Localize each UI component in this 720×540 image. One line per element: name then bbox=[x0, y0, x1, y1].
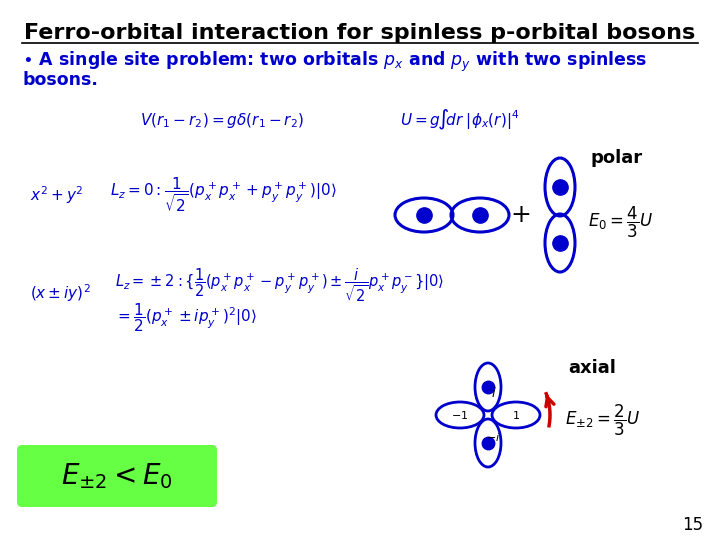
Text: polar: polar bbox=[590, 149, 642, 167]
Text: $E_{\pm2}<E_0$: $E_{\pm2}<E_0$ bbox=[61, 461, 173, 491]
Text: $=\dfrac{1}{2}(p_x^+\pm ip_y^+)^2|0\rangle$: $=\dfrac{1}{2}(p_x^+\pm ip_y^+)^2|0\rang… bbox=[115, 302, 257, 334]
Text: $(x\pm iy)^2$: $(x\pm iy)^2$ bbox=[30, 282, 91, 304]
Text: $U=g\!\int\!dr\;|\phi_x(r)|^4$: $U=g\!\int\!dr\;|\phi_x(r)|^4$ bbox=[400, 108, 519, 132]
Text: $x^2+y^2$: $x^2+y^2$ bbox=[30, 184, 84, 206]
Text: $1$: $1$ bbox=[512, 409, 520, 421]
Text: bosons.: bosons. bbox=[22, 71, 98, 89]
Text: $E_0=\dfrac{4}{3}U$: $E_0=\dfrac{4}{3}U$ bbox=[588, 205, 653, 240]
Text: $L_z=0:\dfrac{1}{\sqrt{2}}(p_x^+p_x^++p_y^+p_y^+)|0\rangle$: $L_z=0:\dfrac{1}{\sqrt{2}}(p_x^+p_x^++p_… bbox=[110, 176, 337, 214]
Text: $-i$: $-i$ bbox=[486, 431, 500, 443]
Text: $i$: $i$ bbox=[491, 386, 497, 400]
Text: Ferro-orbital interaction for spinless p-orbital bosons: Ferro-orbital interaction for spinless p… bbox=[24, 23, 696, 43]
Text: 15: 15 bbox=[682, 516, 703, 534]
FancyBboxPatch shape bbox=[17, 445, 217, 507]
Text: $\bullet$ A single site problem: two orbitals $p_x$ and $p_y$ with two spinless: $\bullet$ A single site problem: two orb… bbox=[22, 50, 647, 74]
Text: $E_{\pm2}=\dfrac{2}{3}U$: $E_{\pm2}=\dfrac{2}{3}U$ bbox=[565, 402, 640, 437]
Text: axial: axial bbox=[568, 359, 616, 377]
Text: $+$: $+$ bbox=[510, 203, 530, 227]
Text: $-1$: $-1$ bbox=[451, 409, 469, 421]
Text: $L_z=\pm2:\{\dfrac{1}{2}(p_x^+p_x^+-p_y^+p_y^+)\pm\dfrac{i}{\sqrt{2}}p_x^+p_y^-\: $L_z=\pm2:\{\dfrac{1}{2}(p_x^+p_x^+-p_y^… bbox=[115, 266, 444, 304]
Text: $V(r_1-r_2)=g\delta(r_1-r_2)$: $V(r_1-r_2)=g\delta(r_1-r_2)$ bbox=[140, 111, 304, 130]
